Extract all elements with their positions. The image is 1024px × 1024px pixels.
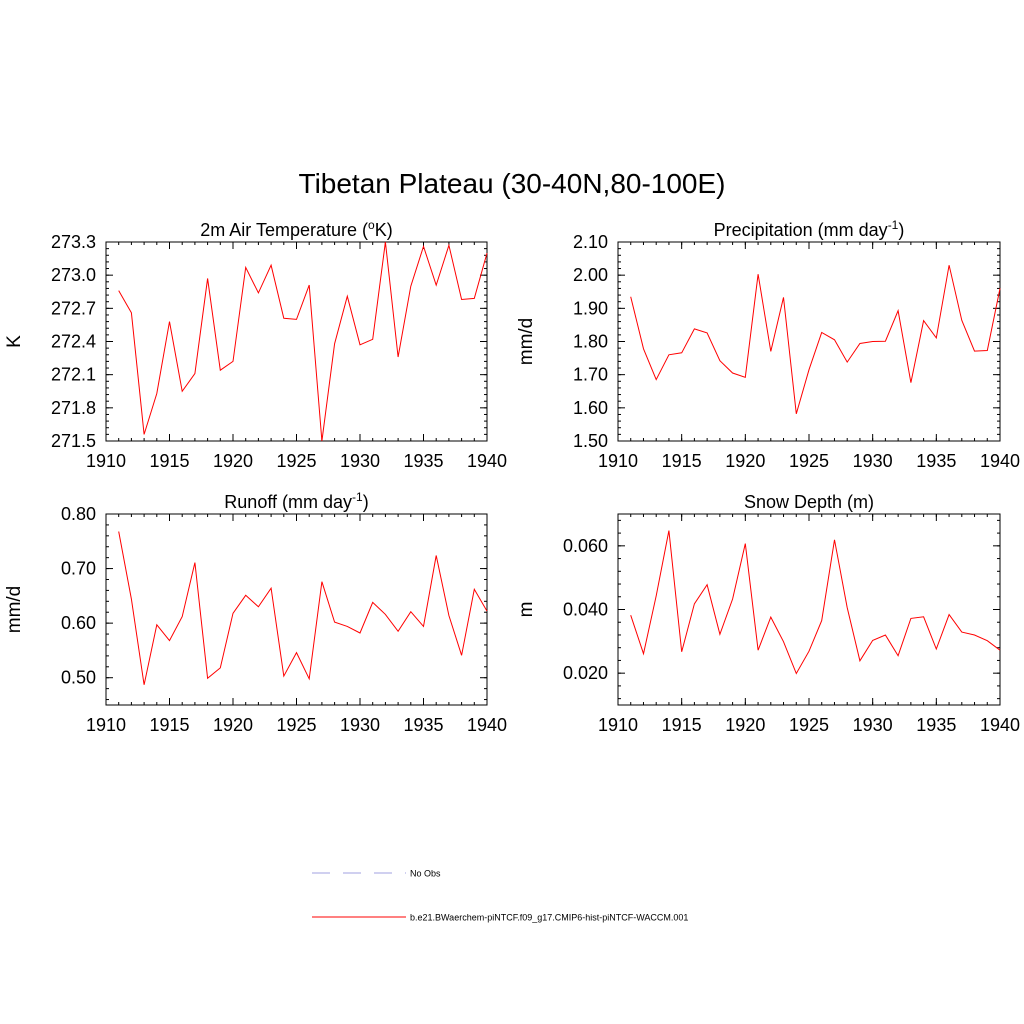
y-tick-label: 273.3 — [51, 232, 96, 252]
series-line — [118, 531, 488, 685]
y-tick-label: 1.90 — [573, 298, 608, 318]
series-line — [630, 265, 1001, 414]
x-tick-label: 1925 — [276, 451, 316, 471]
panel-title: 2m Air Temperature (oK) — [200, 218, 392, 240]
plot-frame — [617, 513, 1001, 706]
y-tick-label: 271.5 — [51, 431, 96, 451]
y-tick-label: 1.70 — [573, 365, 608, 385]
x-tick-label: 1935 — [916, 451, 956, 471]
x-tick-label: 1920 — [213, 715, 253, 735]
chart-panel: 1910 1915 1920 1925 1930 1935 1940 0.50 0.60 0.70… — [4, 490, 507, 735]
x-tick-label: 1920 — [725, 715, 765, 735]
y-tick-label: 2.00 — [573, 265, 608, 285]
x-tick-label: 1935 — [916, 715, 956, 735]
x-tick-label: 1920 — [725, 451, 765, 471]
x-tick-label: 1925 — [789, 451, 829, 471]
y-tick-label: 2.10 — [573, 232, 608, 252]
x-tick-label: 1935 — [403, 451, 443, 471]
figure-title: Tibetan Plateau (30-40N,80-100E) — [298, 168, 726, 199]
x-tick-label: 1925 — [276, 715, 316, 735]
x-tick-label: 1930 — [853, 451, 893, 471]
plot-frame — [617, 241, 1001, 442]
y-tick-label: 1.50 — [573, 431, 608, 451]
y-tick-label: 272.7 — [51, 298, 96, 318]
y-tick-label: 271.8 — [51, 398, 96, 418]
y-tick-label: 0.60 — [61, 613, 96, 633]
plot-frame — [105, 513, 488, 706]
plot-frame — [105, 241, 488, 442]
y-tick-label: 1.80 — [573, 332, 608, 352]
y-axis-label: m — [516, 602, 537, 618]
series-line — [630, 530, 1001, 675]
x-tick-label: 1940 — [980, 715, 1020, 735]
x-tick-label: 1920 — [213, 451, 253, 471]
x-tick-label: 1915 — [149, 451, 189, 471]
x-tick-label: 1940 — [980, 451, 1020, 471]
chart-panel: 1910 1915 1920 1925 1930 1935 1940 1.50 1.60 1.70… — [516, 218, 1020, 471]
y-axis-label: mm/d — [4, 586, 25, 634]
chart-panels: 1910 1915 1920 1925 1930 1935 1940 271.5 271.8 27… — [4, 218, 1020, 735]
x-tick-label: 1910 — [598, 715, 638, 735]
x-tick-label: 1930 — [340, 715, 380, 735]
y-tick-label: 0.020 — [563, 663, 608, 683]
panel-title: Runoff (mm day-1) — [224, 490, 368, 512]
x-tick-label: 1940 — [467, 451, 507, 471]
y-tick-label: 272.4 — [51, 332, 96, 352]
x-tick-label: 1915 — [149, 715, 189, 735]
y-tick-label: 272.1 — [51, 365, 96, 385]
y-tick-label: 0.50 — [61, 668, 96, 688]
y-axis-label: K — [4, 335, 25, 348]
x-tick-label: 1910 — [598, 451, 638, 471]
panel-title: Precipitation (mm day-1) — [714, 218, 905, 240]
x-tick-label: 1940 — [467, 715, 507, 735]
x-tick-label: 1910 — [86, 451, 126, 471]
legend-label: No Obs — [410, 869, 441, 879]
legend: No Obs b.e21.BWaerchem-piNTCF.f09_g17.CMI… — [312, 869, 688, 923]
y-tick-label: 0.060 — [563, 536, 608, 556]
series-line — [118, 241, 488, 442]
x-tick-label: 1930 — [853, 715, 893, 735]
x-tick-label: 1915 — [662, 451, 702, 471]
y-tick-label: 1.60 — [573, 398, 608, 418]
chart-panel: 1910 1915 1920 1925 1930 1935 1940 271.5 271.8 27… — [4, 218, 507, 471]
y-tick-label: 273.0 — [51, 265, 96, 285]
chart-panel: 1910 1915 1920 1925 1930 1935 1940 0.020 0.040 0.… — [516, 492, 1020, 735]
y-tick-label: 0.80 — [61, 504, 96, 524]
y-axis-label: mm/d — [516, 318, 537, 366]
y-tick-label: 0.70 — [61, 559, 96, 579]
x-tick-label: 1915 — [662, 715, 702, 735]
x-tick-label: 1930 — [340, 451, 380, 471]
x-tick-label: 1935 — [403, 715, 443, 735]
panel-title: Snow Depth (m) — [744, 492, 874, 512]
x-tick-label: 1925 — [789, 715, 829, 735]
x-tick-label: 1910 — [86, 715, 126, 735]
legend-label: b.e21.BWaerchem-piNTCF.f09_g17.CMIP6-his… — [410, 913, 688, 923]
y-tick-label: 0.040 — [563, 600, 608, 620]
